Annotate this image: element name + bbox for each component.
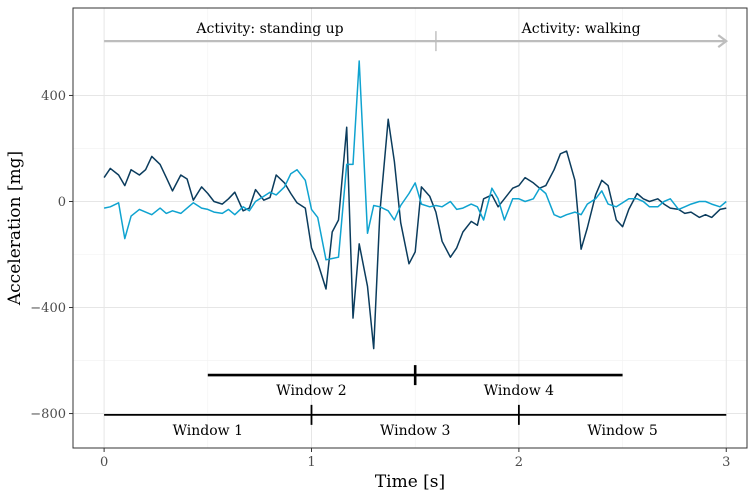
y-tick-label: −400 <box>30 301 66 316</box>
plot-panel-border <box>72 7 748 449</box>
y-tick-label: 0 <box>58 195 66 210</box>
x-tick-label: 2 <box>515 455 523 470</box>
y-axis-title: Acceleration [mg] <box>5 151 25 306</box>
grid <box>73 8 747 448</box>
activity-annotation: Activity: standing up Activity: walking <box>104 21 729 52</box>
x-axis-title: Time [s] <box>375 472 445 492</box>
series-line-light <box>103 60 727 261</box>
activity-arrow-head <box>717 34 729 49</box>
activity-right-label: Activity: walking <box>521 21 641 37</box>
window-label: Window 1 <box>173 423 243 439</box>
activity-left-label: Activity: standing up <box>195 21 343 37</box>
x-tick-label: 1 <box>307 455 315 470</box>
axis-ticks: 0 1 2 3 −800 −400 0 400 <box>30 89 730 470</box>
window-label: Window 4 <box>484 383 554 399</box>
x-tick-label: 0 <box>100 455 108 470</box>
window-markers: Window 2 Window 4 Window 1 Window 3 Window 5 <box>104 365 727 439</box>
y-tick-label: −800 <box>30 407 66 422</box>
series-line-dark <box>103 118 727 350</box>
window-label: Window 2 <box>276 383 346 399</box>
window-label: Window 3 <box>380 423 450 439</box>
window-label: Window 5 <box>587 423 657 439</box>
series-lines <box>103 60 727 350</box>
x-tick-label: 3 <box>722 455 730 470</box>
y-tick-label: 400 <box>41 89 66 104</box>
